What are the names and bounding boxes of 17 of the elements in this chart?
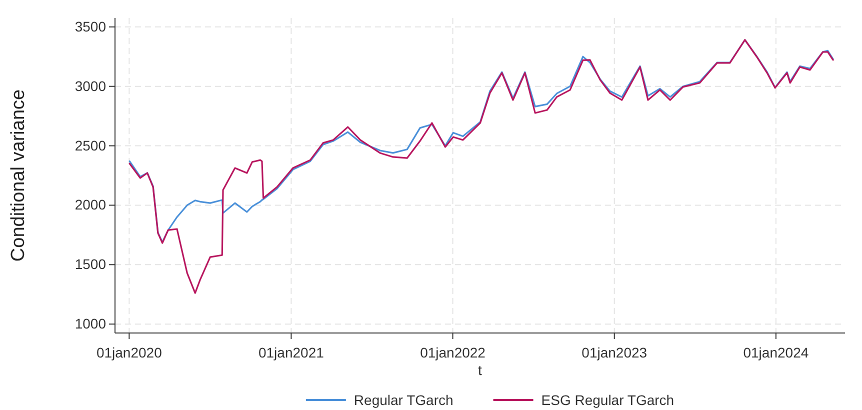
line-series xyxy=(128,39,834,294)
x-tick-label: 01jan2024 xyxy=(743,344,809,360)
y-tick-label: 3000 xyxy=(74,78,106,94)
y-tick-label: 1500 xyxy=(74,256,106,272)
x-tick-label: 01jan2023 xyxy=(582,344,648,360)
line-series xyxy=(128,39,834,243)
y-axis-title: Conditional variance xyxy=(8,89,29,262)
y-tick-label: 2500 xyxy=(74,137,106,154)
legend-label: Regular TGarch xyxy=(354,392,454,408)
y-tick-label: 2000 xyxy=(74,196,106,213)
legend-label: ESG Regular TGarch xyxy=(541,392,674,408)
x-tick-label: 01jan2020 xyxy=(96,344,162,360)
x-tick-label: 01jan2021 xyxy=(258,344,324,360)
x-tick-label: 01jan2022 xyxy=(420,344,486,360)
x-axis-title: t xyxy=(478,362,482,378)
y-tick-label: 3500 xyxy=(74,18,106,34)
y-tick-label: 1000 xyxy=(74,316,106,332)
